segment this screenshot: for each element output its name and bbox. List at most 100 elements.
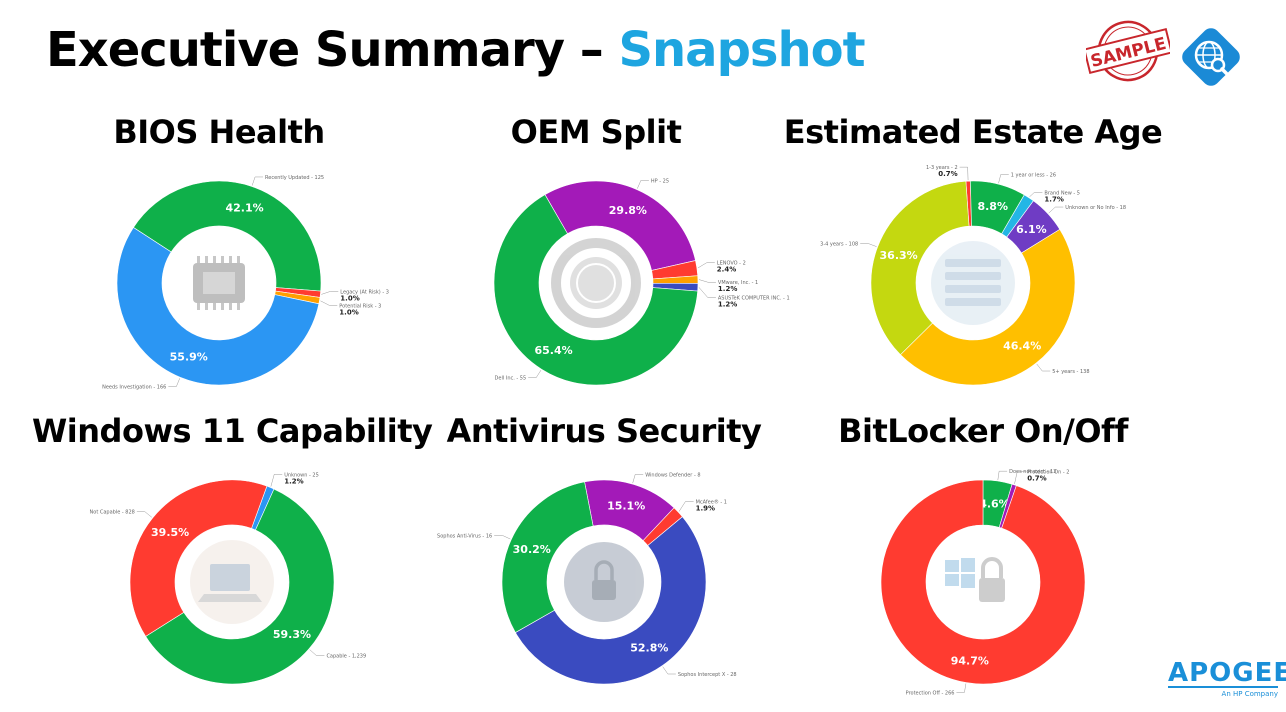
- donut-slice: [900, 228, 1076, 386]
- donut-slice: [493, 194, 699, 386]
- chart-windows11-svg: Unknown - 251.2% 59.3% Capable - 1,239 39.5…: [90, 472, 366, 685]
- page-title-main: Executive Summary –: [46, 22, 619, 78]
- slice-percent-label: 1.9%: [696, 504, 715, 512]
- leader-line: [1029, 192, 1043, 198]
- chart-bios-svg: 42.1% Recently Updated - 125 Legacy (At Ri…: [102, 175, 389, 391]
- slice-category-label: Protection On - 2: [1027, 469, 1069, 475]
- slice-percent-label: 46.4%: [1003, 339, 1041, 352]
- chart-title: BIOS Health: [113, 113, 325, 151]
- slice-percent-label: 4.6%: [979, 497, 1010, 510]
- chart-oem-svg: 29.8% HP - 25 LENOVO - 22.4% VMware, Inc. -…: [493, 178, 790, 386]
- donut-slice: [544, 180, 696, 271]
- leader-line: [697, 262, 715, 269]
- donut-slice: [116, 227, 320, 386]
- slice-category-label: Protection Off - 266: [906, 690, 955, 696]
- slice-category-label: Windows Defender - 8: [645, 472, 700, 478]
- leader-line: [698, 279, 716, 283]
- apogee-logo: APOGEE An HP Company: [1168, 660, 1286, 698]
- page-title: Executive Summary – Snapshot: [46, 22, 866, 78]
- slice-category-label: 1 year or less - 26: [1011, 172, 1056, 178]
- leader-line: [860, 243, 877, 247]
- slice-category-label: Sophos Intercept X - 28: [678, 672, 737, 678]
- leader-line: [998, 174, 1009, 184]
- brand-tagline: An HP Company: [1221, 690, 1278, 698]
- slice-category-label: Not Capable - 828: [90, 510, 135, 516]
- chart-panel-oem: OEM Split 29.8% HP - 25 LENOVO - 2 2.4% VMwa…: [396, 113, 796, 413]
- donut-slice: [501, 481, 594, 633]
- slice-percent-label: 1.0%: [339, 308, 358, 316]
- leader-line: [494, 535, 511, 540]
- slice-percent-label: 59.3%: [273, 628, 311, 641]
- leader-line: [956, 683, 967, 693]
- chart-title: Windows 11 Capability: [32, 412, 433, 450]
- leader-line: [698, 287, 716, 298]
- donut-slice: [515, 516, 707, 685]
- slice-percent-label: 1.7%: [1044, 195, 1063, 203]
- slice-percent-label: 1.0%: [340, 294, 359, 302]
- chart-title: BitLocker On/Off: [838, 412, 1128, 450]
- leader-line: [1014, 471, 1026, 484]
- slice-percent-label: 39.5%: [151, 526, 189, 539]
- slice-percent-label: 1.2%: [284, 477, 303, 485]
- slice-percent-label: 29.8%: [609, 204, 647, 217]
- security-lock-icon: [564, 542, 644, 622]
- globe-search-icon: [1182, 28, 1240, 86]
- slice-category-label: Capable - 1,239: [326, 654, 366, 660]
- chart-title: Antivirus Security: [446, 412, 762, 450]
- leader-line: [528, 369, 542, 378]
- chart-estate-age-svg: 1-3 years - 20.7% 8.8% 1 year or less - 26…: [820, 165, 1126, 386]
- slice-category-label: Does not exist - 13: [1009, 469, 1056, 475]
- slice-category-label: Unknown - 25: [284, 472, 319, 478]
- slice-percent-label: 1.2%: [718, 285, 737, 293]
- slice-percent-label: 0.7%: [1027, 474, 1046, 482]
- slice-percent-label: 36.3%: [880, 249, 918, 262]
- windows-padlock-icon: [945, 557, 1005, 602]
- leader-line: [637, 180, 649, 189]
- slice-category-label: Unknown or No Info - 18: [1065, 205, 1126, 211]
- slice-category-label: 1-3 years - 2: [926, 165, 958, 171]
- leader-line: [321, 291, 339, 295]
- chart-panel-bios: BIOS Health 42.1% Recently Updated - 125 L…: [19, 113, 419, 413]
- slice-category-label: 3-4 years - 108: [820, 241, 858, 247]
- slice-percent-label: 6.1%: [1016, 223, 1047, 236]
- leader-line: [1036, 363, 1051, 372]
- slice-category-label: ASUSTeK COMPUTER INC. - 1: [718, 296, 790, 302]
- slice-percent-label: 30.2%: [513, 543, 551, 556]
- chart-antivirus-svg: 15.1% Windows Defender - 8 McAfee® - 11.9%…: [437, 472, 737, 685]
- leader-line: [662, 666, 676, 675]
- leader-line: [320, 300, 338, 306]
- donut-slice: [129, 479, 268, 637]
- slice-category-label: Dell Inc. - 55: [495, 376, 527, 382]
- leader-line: [959, 166, 969, 181]
- slice-category-label: Potential Risk - 3: [339, 303, 381, 309]
- sample-stamp: SAMPLE: [1086, 20, 1170, 82]
- oem-badge-icon: [551, 238, 641, 328]
- slice-category-label: McAfee® - 1: [696, 498, 727, 505]
- slice-percent-label: 52.8%: [630, 641, 668, 654]
- slice-percent-label: 8.8%: [977, 200, 1008, 213]
- slice-percent-label: 42.1%: [226, 202, 264, 215]
- slice-percent-label: 1.2%: [718, 301, 737, 309]
- slice-category-label: 5+ years - 138: [1052, 369, 1089, 375]
- leader-line: [136, 511, 152, 518]
- slice-percent-label: 55.9%: [170, 351, 208, 364]
- donut-slice: [133, 180, 322, 292]
- slice-percent-label: 2.4%: [717, 266, 736, 274]
- leader-line: [251, 176, 264, 186]
- laptop-photo-icon: [190, 540, 274, 624]
- leader-line: [997, 470, 1008, 481]
- chart-panel-estate-age: Estimated Estate Age 1-3 years - 2 0.7% 8.…: [773, 113, 1173, 413]
- slice-category-label: Sophos Anti-Virus - 16: [437, 533, 492, 539]
- leader-line: [1048, 206, 1064, 214]
- chart-panel-windows11: Windows 11 Capability Unknown - 25 1.2% 59…: [32, 412, 433, 712]
- donut-slice: [870, 180, 970, 356]
- chart-title: Estimated Estate Age: [783, 113, 1163, 151]
- leader-line: [309, 649, 325, 656]
- donut-slice: [145, 488, 335, 685]
- slice-category-label: Legacy (At Risk) - 3: [340, 289, 389, 295]
- slice-category-label: Brand New - 5: [1044, 190, 1080, 196]
- leader-line: [270, 474, 283, 487]
- slice-percent-label: 0.7%: [938, 170, 957, 178]
- leader-line: [678, 501, 694, 512]
